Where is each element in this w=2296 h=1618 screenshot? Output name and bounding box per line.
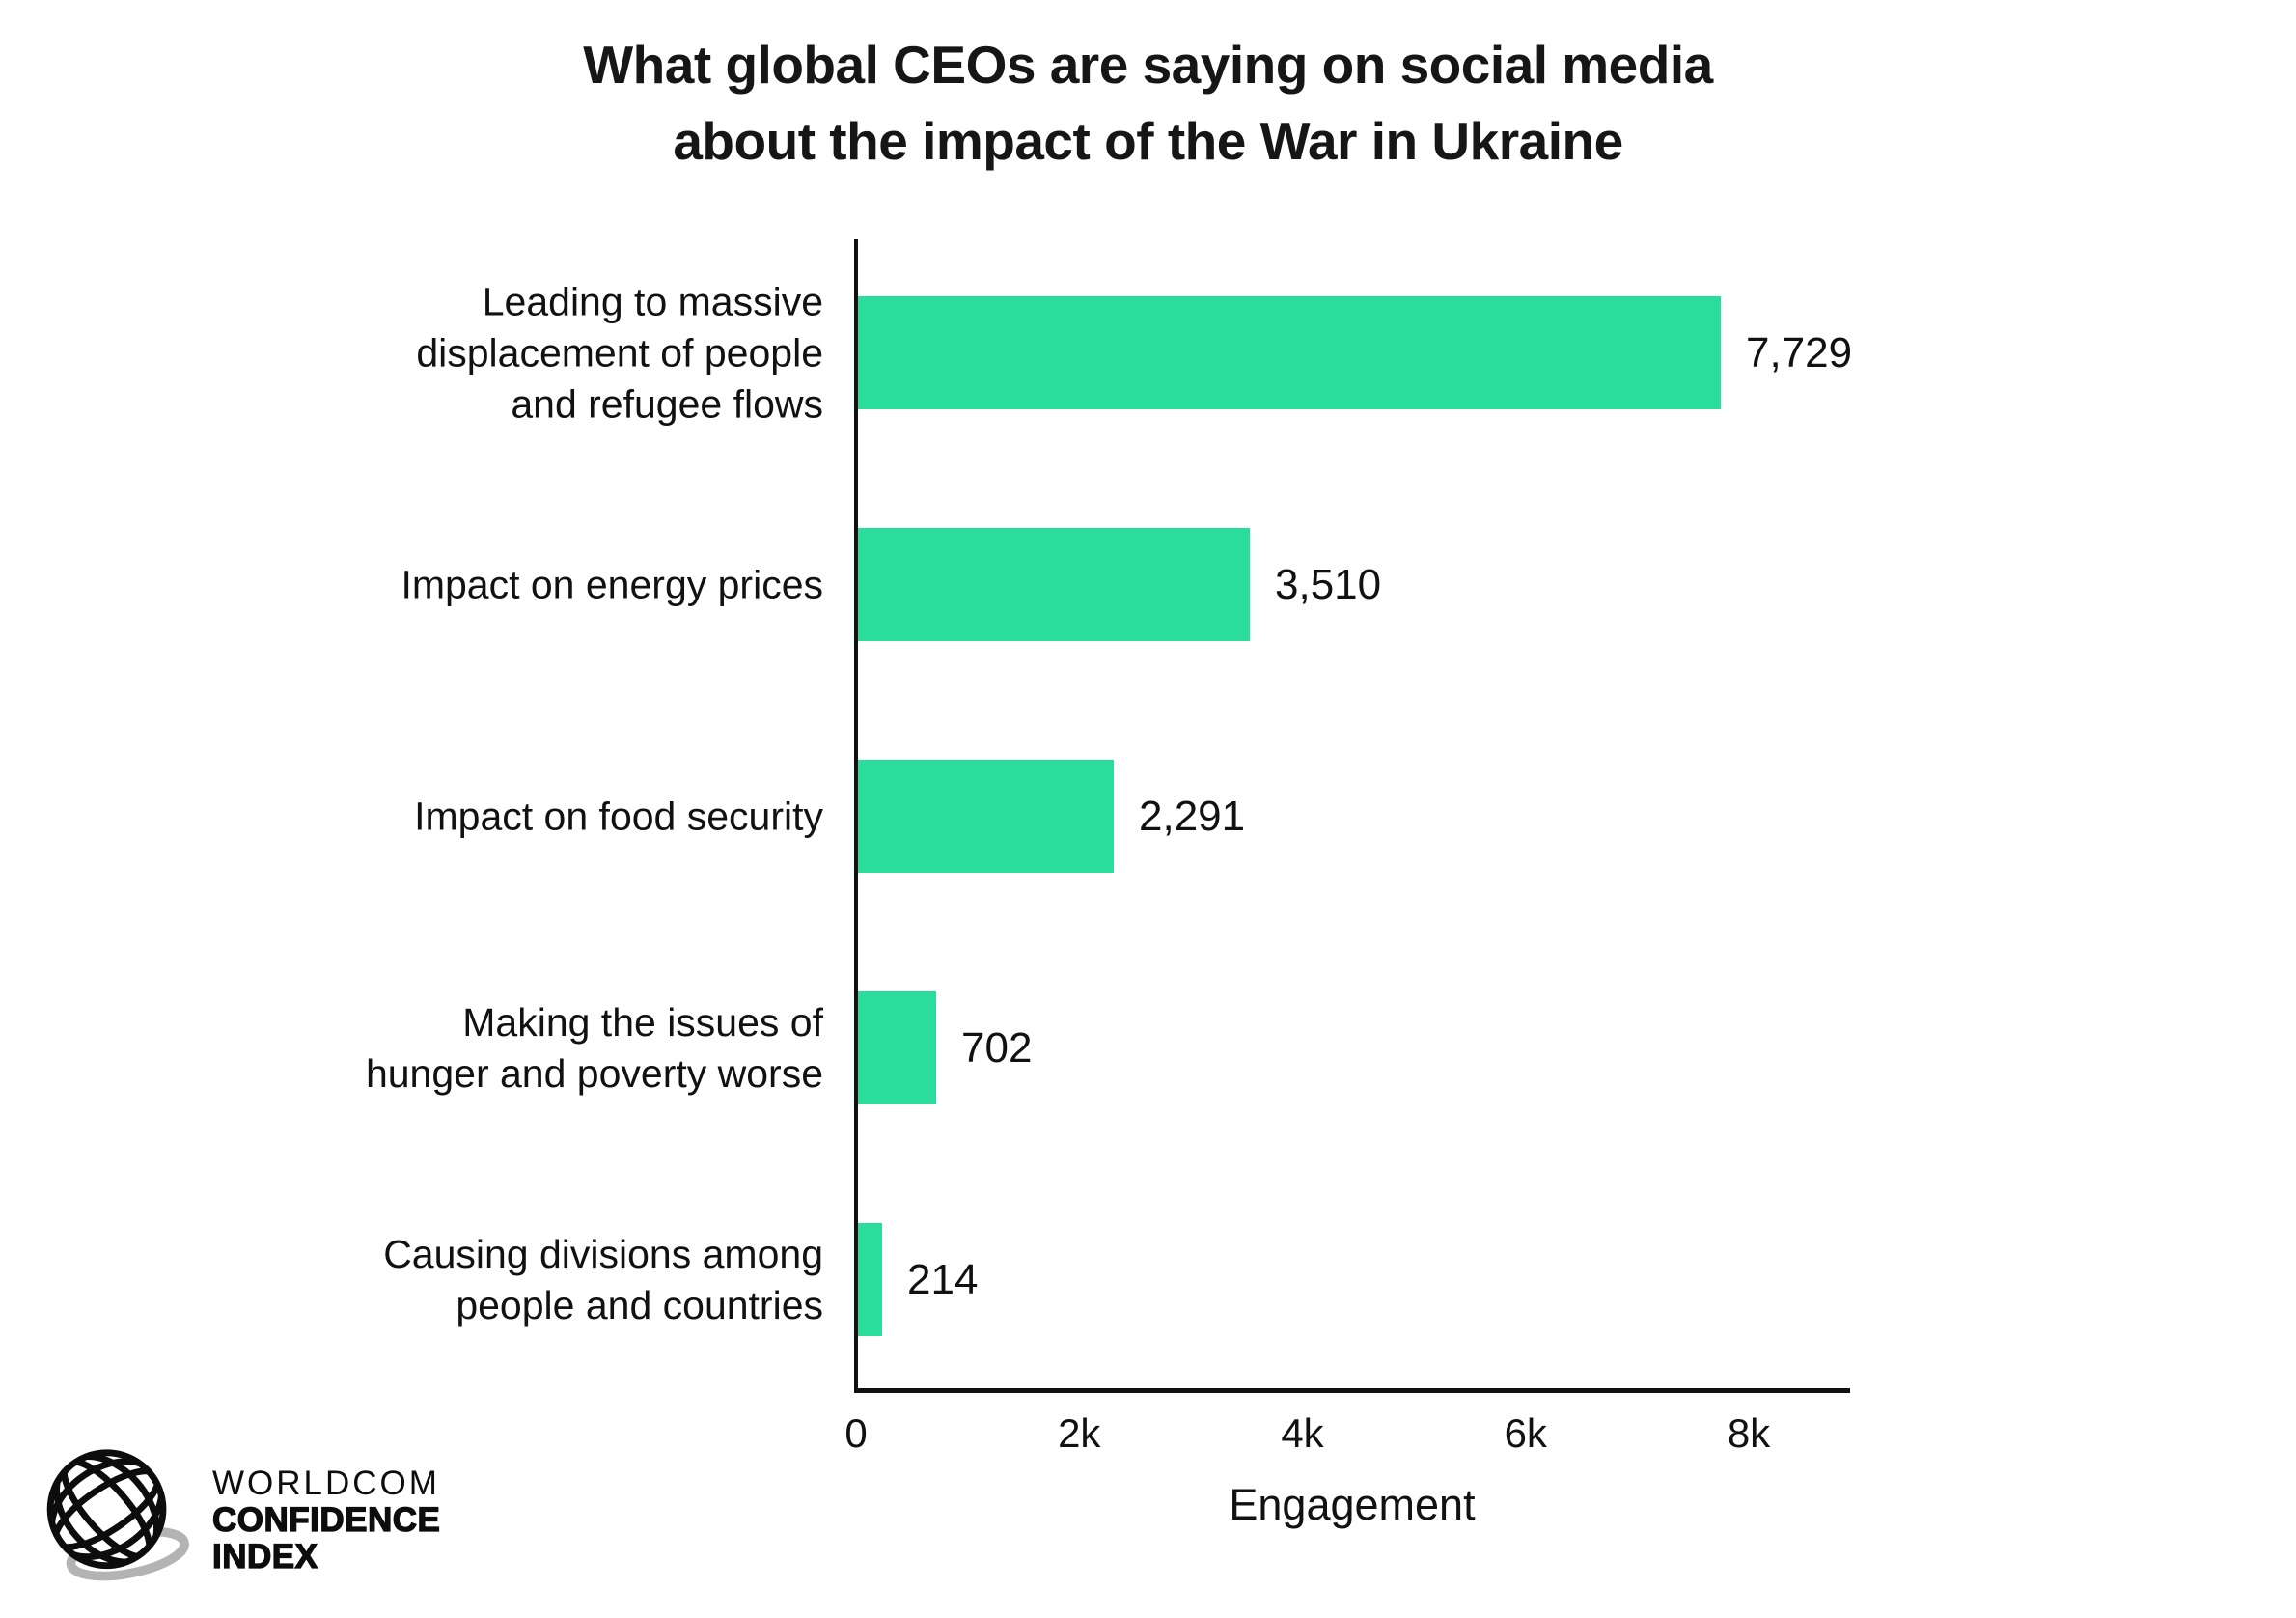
x-axis-tick-label: 8k (1727, 1410, 1771, 1456)
bar-value-label: 702 (961, 1023, 1033, 1072)
bar-value-label: 3,510 (1275, 560, 1382, 608)
logo-line-confidence: CONFIDENCE (211, 1501, 441, 1539)
chart-title-line1: What global CEOs are saying on social me… (583, 35, 1713, 95)
globe-wireframe-icon (46, 1449, 189, 1581)
bar-4 (858, 1223, 882, 1336)
logo-line-index: INDEX (211, 1538, 318, 1576)
y-axis-line (854, 239, 858, 1390)
category-label-line: hunger and poverty worse (365, 1050, 823, 1096)
category-label: Impact on food security (0, 791, 823, 842)
x-axis-title: Engagement (1229, 1480, 1476, 1529)
category-label: Making the issues of hunger and poverty w… (0, 997, 823, 1100)
category-label-line: Causing divisions among (383, 1231, 823, 1276)
category-label-line: and refugee flows (511, 381, 823, 426)
category-label-line: people and countries (456, 1282, 823, 1327)
category-label-line: Impact on food security (414, 794, 823, 838)
logo-line-worldcom: WORLDCOM (212, 1465, 440, 1502)
bar-1 (858, 528, 1250, 641)
x-axis-tick-label: 4k (1281, 1410, 1324, 1456)
category-label-line: displacement of people (416, 330, 823, 375)
chart-title-line2: about the impact of the War in Ukraine (673, 111, 1623, 171)
logo-text: WORLDCOM CONFIDENCE INDEX (211, 1452, 441, 1576)
worldcom-confidence-index-logo: WORLDCOM CONFIDENCE INDEX (46, 1446, 441, 1581)
category-label-line: Making the issues of (462, 999, 823, 1045)
bar-value-label: 214 (907, 1255, 979, 1303)
x-axis-tick-label: 2k (1058, 1410, 1101, 1456)
category-label: Impact on energy prices (0, 559, 823, 610)
bar-value-label: 2,291 (1139, 792, 1246, 840)
category-label-line: Leading to massive (482, 279, 823, 323)
category-label: Leading to massive displacement of people… (0, 276, 823, 430)
chart-title: What global CEOs are saying on social me… (0, 27, 2296, 180)
bar-3 (858, 991, 936, 1104)
bar-value-label: 7,729 (1746, 328, 1853, 377)
category-label: Causing divisions among people and countr… (0, 1229, 823, 1331)
category-label-line: Impact on energy prices (401, 562, 823, 606)
x-axis-tick-label: 6k (1504, 1410, 1547, 1456)
bar-2 (858, 760, 1114, 873)
x-axis-tick-label: 0 (844, 1410, 868, 1456)
x-axis-line (854, 1388, 1850, 1393)
bar-0 (858, 296, 1721, 409)
